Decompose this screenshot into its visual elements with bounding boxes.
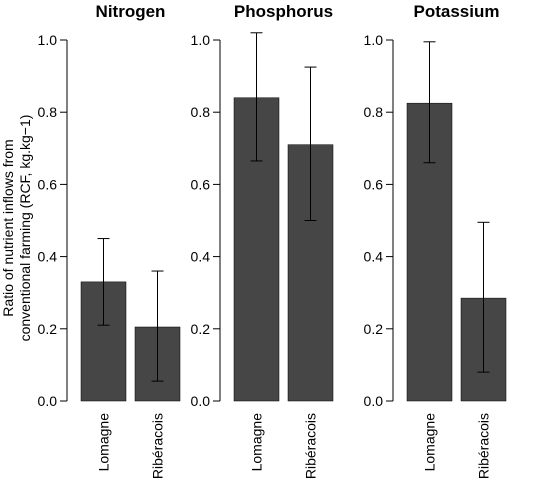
phosphorus-y-tick-label: 1.0: [191, 32, 211, 48]
potassium-category-label: Lomagne: [422, 413, 438, 472]
phosphorus-category-label: Ribéracois: [303, 413, 319, 479]
nitrogen-category-label: Lomagne: [96, 413, 112, 472]
phosphorus-y-tick-label: 0.4: [191, 249, 211, 265]
nitrogen-y-tick-label: 0.8: [38, 104, 58, 120]
phosphorus-category-label: Lomagne: [249, 413, 265, 472]
nitrogen-y-tick-label: 1.0: [38, 32, 58, 48]
potassium-panel-title: Potassium: [414, 2, 500, 21]
y-axis-label-line-2: conventional farming (RCF, kg.kg−1): [17, 115, 33, 342]
phosphorus-panel-title: Phosphorus: [234, 2, 333, 21]
phosphorus-y-tick-label: 0.6: [191, 176, 211, 192]
potassium-y-tick-label: 0.8: [364, 104, 384, 120]
nitrogen-y-tick-label: 0.2: [38, 321, 58, 337]
potassium-category-label: Ribéracois: [476, 413, 492, 479]
y-axis-label-line-1: Ratio of nutrient inflows from: [0, 139, 16, 316]
potassium-y-tick-label: 0.0: [364, 393, 384, 409]
nitrogen-panel-title: Nitrogen: [96, 2, 166, 21]
nitrogen-category-label: Ribéracois: [150, 413, 166, 479]
nitrogen-y-tick-label: 0.0: [38, 393, 58, 409]
potassium-y-tick-label: 0.6: [364, 176, 384, 192]
phosphorus-y-tick-label: 0.8: [191, 104, 211, 120]
potassium-y-tick-label: 0.4: [364, 249, 384, 265]
phosphorus-y-tick-label: 0.2: [191, 321, 211, 337]
potassium-y-tick-label: 0.2: [364, 321, 384, 337]
nitrogen-y-tick-label: 0.6: [38, 176, 58, 192]
potassium-y-tick-label: 1.0: [364, 32, 384, 48]
phosphorus-y-tick-label: 0.0: [191, 393, 211, 409]
nitrogen-y-tick-label: 0.4: [38, 249, 58, 265]
